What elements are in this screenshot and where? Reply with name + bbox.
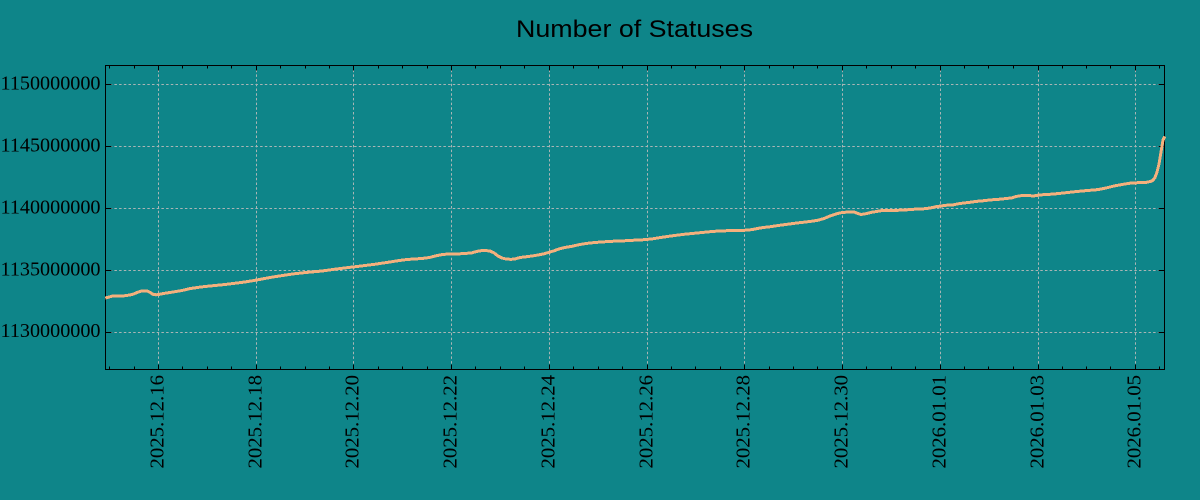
- svg-text:2025.12.26: 2025.12.26: [636, 375, 658, 469]
- svg-text:2025.12.30: 2025.12.30: [831, 375, 853, 469]
- svg-text:2025.12.24: 2025.12.24: [538, 375, 560, 469]
- svg-text:2025.12.16: 2025.12.16: [147, 375, 169, 469]
- svg-text:2026.01.01: 2026.01.01: [929, 375, 951, 469]
- svg-text:2026.01.05: 2026.01.05: [1124, 375, 1146, 469]
- svg-text:2026.01.03: 2026.01.03: [1027, 375, 1049, 469]
- svg-text:1145000000: 1145000000: [1, 134, 101, 156]
- svg-text:2025.12.18: 2025.12.18: [245, 375, 267, 469]
- svg-text:1130000000: 1130000000: [1, 320, 101, 342]
- svg-text:1135000000: 1135000000: [1, 258, 101, 280]
- svg-text:1140000000: 1140000000: [1, 196, 101, 218]
- svg-text:Number of Statuses: Number of Statuses: [516, 16, 753, 43]
- svg-text:2025.12.28: 2025.12.28: [733, 375, 755, 469]
- svg-text:1150000000: 1150000000: [1, 72, 101, 94]
- svg-text:2025.12.20: 2025.12.20: [342, 375, 364, 469]
- svg-text:2025.12.22: 2025.12.22: [440, 375, 462, 469]
